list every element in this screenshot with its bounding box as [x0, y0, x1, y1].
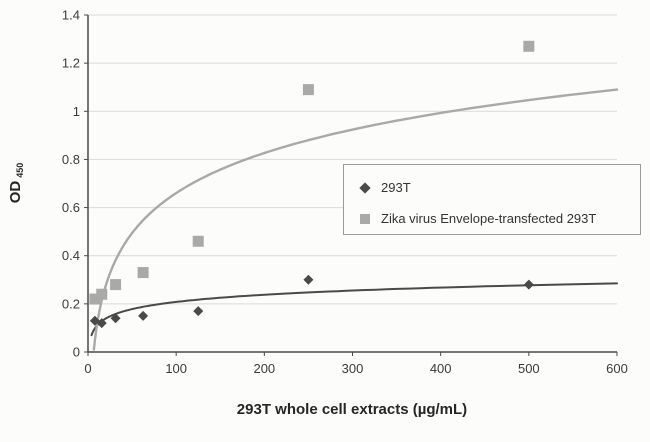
- axes: [84, 14, 618, 356]
- data-point-diamond: [523, 279, 534, 290]
- y-tick-label: 1.4: [62, 8, 80, 23]
- y-tick-label: 0.6: [62, 200, 80, 215]
- y-tick-label: 1.2: [62, 56, 80, 71]
- x-tick-label: 400: [430, 361, 452, 376]
- legend-item-293t: 293T: [358, 174, 634, 202]
- legend-label-293t: 293T: [381, 180, 411, 195]
- diamond-marker-icon: [358, 181, 372, 194]
- data-point-square: [89, 293, 101, 305]
- square-marker-icon: [358, 213, 372, 224]
- data-point-square: [192, 235, 204, 247]
- legend-marker-293t: [359, 181, 371, 194]
- x-tick-label: 0: [84, 361, 91, 376]
- gridlines: [88, 14, 617, 353]
- x-tick-label: 300: [342, 361, 364, 376]
- trendline-zika: [92, 88, 619, 351]
- trendline-293t: [90, 282, 618, 337]
- y-tick-label: 0.8: [62, 152, 80, 167]
- data-point-diamond: [193, 306, 204, 317]
- legend-label-zika: Zika virus Envelope-transfected 293T: [381, 211, 597, 226]
- y-axis-label-subscript: 450: [15, 163, 25, 178]
- legend-item-zika: Zika virus Envelope-transfected 293T: [358, 205, 634, 233]
- series-group: [89, 40, 619, 351]
- tick-labels: 0 0.2 0.4 0.6 0.8 1 1.2 1.4 0 100 200 300 400 500 600: [62, 8, 628, 377]
- x-tick-label: 500: [518, 361, 540, 376]
- data-point-diamond: [96, 318, 107, 329]
- data-point-square: [302, 84, 314, 96]
- data-point-diamond: [303, 274, 314, 285]
- legend-marker-zika: [360, 213, 370, 224]
- y-axis-label: OD 450: [7, 163, 25, 204]
- y-tick-label: 0: [73, 345, 80, 360]
- legend: 293T Zika virus Envelope-transfected 293…: [343, 164, 641, 235]
- data-point-diamond: [138, 310, 149, 321]
- x-tick-label: 200: [253, 361, 275, 376]
- data-point-square: [110, 279, 122, 291]
- y-axis-label-main: OD: [7, 181, 24, 204]
- y-tick-label: 1: [73, 104, 80, 119]
- x-axis-label: 293T whole cell extracts (µg/mL): [237, 401, 467, 418]
- data-point-square: [137, 267, 149, 279]
- data-point-square: [523, 40, 535, 52]
- data-point-diamond: [110, 313, 121, 324]
- x-tick-label: 100: [165, 361, 187, 376]
- data-point-square: [96, 288, 108, 300]
- y-tick-label: 0.4: [62, 248, 80, 263]
- x-tick-label: 600: [606, 361, 628, 376]
- y-tick-label: 0.2: [62, 296, 80, 311]
